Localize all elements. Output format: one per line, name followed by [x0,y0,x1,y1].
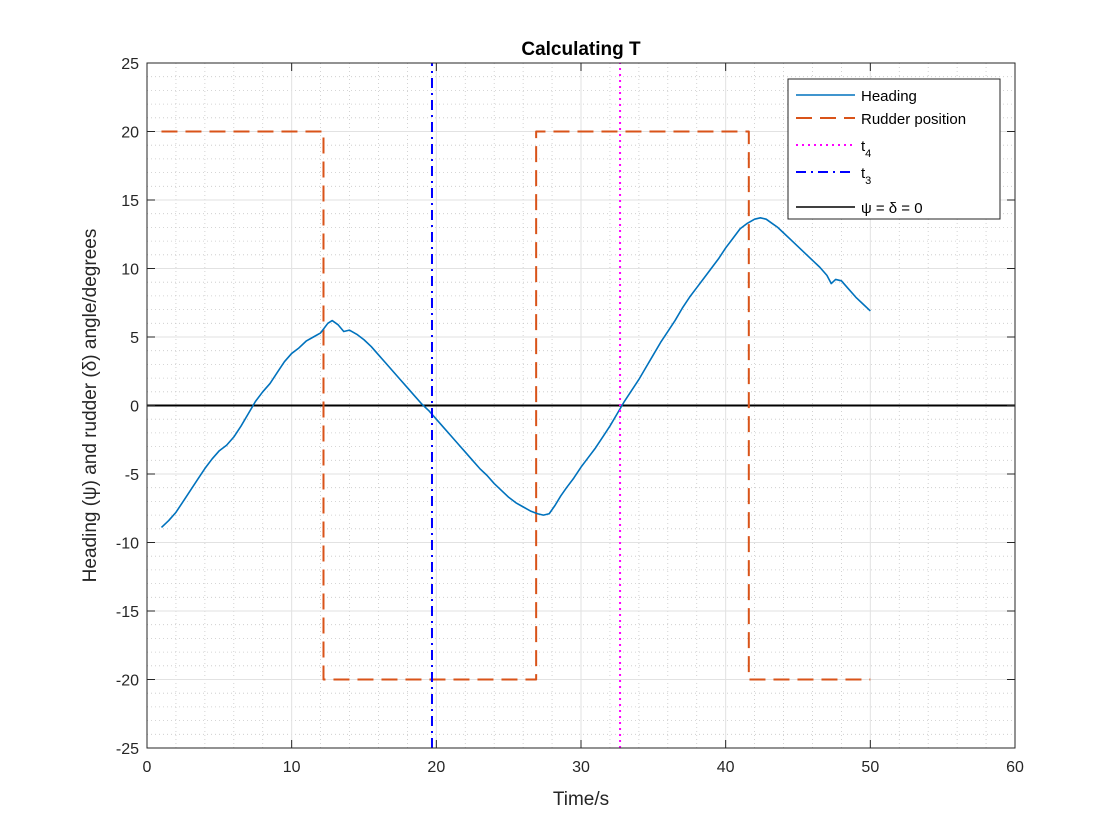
y-tick-labels: -25 -20 -15 -10 -5 0 5 10 15 20 25 [116,56,139,758]
y-tick-label: -15 [116,604,139,621]
y-tick-label: 0 [130,399,139,416]
x-tick-label: 0 [143,759,152,776]
legend-label-4: ψ = δ = 0 [861,200,923,217]
legend-label-0: Heading [861,88,917,105]
legend-label-1: Rudder position [861,111,966,128]
y-tick-label: 15 [121,193,139,210]
y-tick-label: -20 [116,673,139,690]
y-tick-label: -25 [116,741,139,758]
x-tick-label: 30 [572,759,590,776]
series-line-0 [160,217,871,529]
y-tick-label: -10 [116,536,139,553]
y-tick-label: 5 [130,330,139,347]
legend-box [787,78,1001,220]
y-tick-label: 20 [121,125,139,142]
legend: Heading Rudder position t4 t3 ψ = δ = 0 [787,78,1001,220]
x-tick-label: 20 [427,759,445,776]
chart-title: Calculating T [521,39,641,60]
x-tick-label: 60 [1006,759,1024,776]
y-tick-label: 25 [121,56,139,73]
x-tick-labels: 0 10 20 30 40 50 60 [143,759,1024,776]
axis-ticks [146,62,1016,749]
series-line-1 [161,130,871,681]
x-axis-label: Time/s [553,789,609,810]
y-axis-label: Heading (ψ) and rudder (δ) angle/degrees [80,229,101,583]
x-tick-label: 40 [717,759,735,776]
series-layer [147,63,1015,748]
x-tick-label: 10 [283,759,301,776]
y-tick-label: -5 [125,467,139,484]
legend-label-3: t3 [861,165,871,187]
x-tick-label: 50 [861,759,879,776]
legend-label-2: t4 [861,138,871,160]
y-tick-label: 10 [121,262,139,279]
